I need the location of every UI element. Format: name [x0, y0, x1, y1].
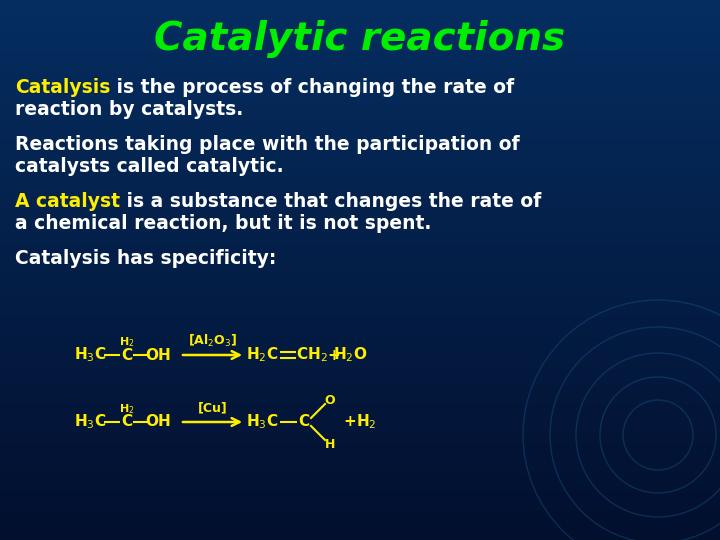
Text: Reactions taking place with the participation of: Reactions taking place with the particip…: [15, 135, 520, 154]
Text: Catalysis: Catalysis: [15, 78, 110, 97]
Text: C: C: [122, 348, 132, 362]
Text: Catalytic reactions: Catalytic reactions: [154, 20, 566, 58]
Text: C: C: [298, 415, 310, 429]
Text: catalysts called catalytic.: catalysts called catalytic.: [15, 157, 284, 176]
Text: H$_2$C: H$_2$C: [246, 346, 278, 365]
Text: H$_2$: H$_2$: [356, 413, 377, 431]
Text: CH$_2$: CH$_2$: [296, 346, 328, 365]
Text: H$_3$C: H$_3$C: [74, 346, 106, 365]
Text: +: +: [328, 348, 341, 362]
Text: [Al$_2$O$_3$]: [Al$_2$O$_3$]: [188, 333, 237, 349]
Text: H$_2$O: H$_2$O: [333, 346, 367, 365]
Text: OH: OH: [145, 415, 171, 429]
Text: is a substance that changes the rate of: is a substance that changes the rate of: [120, 192, 541, 211]
Text: +: +: [343, 415, 356, 429]
Text: H$_3$C: H$_3$C: [74, 413, 106, 431]
Text: A catalyst: A catalyst: [15, 192, 120, 211]
Text: H$_2$: H$_2$: [120, 335, 135, 349]
Text: H$_3$C: H$_3$C: [246, 413, 278, 431]
Text: OH: OH: [145, 348, 171, 362]
Text: a chemical reaction, but it is not spent.: a chemical reaction, but it is not spent…: [15, 214, 431, 233]
Text: reaction by catalysts.: reaction by catalysts.: [15, 100, 243, 119]
Text: [Cu]: [Cu]: [197, 402, 228, 415]
Text: is the process of changing the rate of: is the process of changing the rate of: [110, 78, 515, 97]
Text: H$_2$: H$_2$: [120, 402, 135, 416]
Text: C: C: [122, 415, 132, 429]
Text: Catalysis has specificity:: Catalysis has specificity:: [15, 249, 276, 268]
Text: O: O: [325, 394, 336, 407]
Text: H: H: [325, 437, 336, 450]
